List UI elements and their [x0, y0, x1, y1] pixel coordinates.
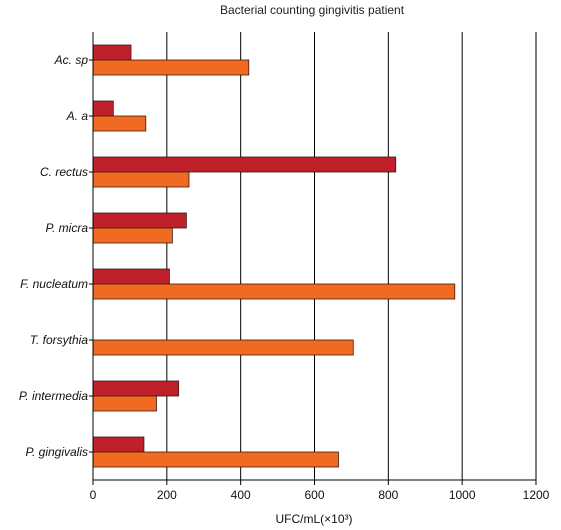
category-label: P. gingivalis — [26, 445, 88, 459]
x-tick-label: 200 — [157, 488, 177, 502]
grid-lines — [166, 32, 537, 480]
category-label: F. nucleatum — [20, 277, 88, 291]
x-tick-label: 1000 — [449, 488, 476, 502]
category-label: P. micra — [46, 221, 89, 235]
x-tick-label: 400 — [231, 488, 251, 502]
x-tick-label: 600 — [304, 488, 324, 502]
bar-series-1-8 — [92, 436, 145, 453]
chart-title: Bacterial counting gingivitis patient — [220, 3, 405, 17]
bar-series-1-4 — [92, 212, 187, 229]
bar-series-2-4 — [92, 227, 173, 244]
bar-series-2-7 — [92, 395, 157, 412]
bar-series-1-2 — [92, 100, 114, 117]
x-tick-label: 800 — [378, 488, 398, 502]
bar-series-1-5 — [92, 268, 170, 285]
bar-series-2-5 — [92, 283, 456, 300]
bar-series-1-7 — [92, 380, 180, 397]
category-labels: Ac. sp A. a C. rectus P. micra F. nucleatum T… — [19, 53, 88, 459]
bars — [92, 44, 456, 468]
category-label: P. intermedia — [19, 389, 88, 403]
category-label: C. rectus — [40, 165, 88, 179]
category-label: T. forsythia — [30, 333, 89, 347]
x-axis-label: UFC/mL(×10³) — [275, 512, 352, 526]
category-label: Ac. sp — [54, 53, 89, 67]
bar-series-1-1 — [92, 44, 132, 61]
x-tick-label: 0 — [90, 488, 97, 502]
bar-series-2-3 — [92, 171, 190, 188]
bar-series-2-2 — [92, 115, 147, 132]
category-label: A. a — [66, 109, 89, 123]
bar-series-2-6 — [92, 339, 354, 356]
bar-series-1-3 — [92, 156, 397, 173]
bar-series-2-8 — [92, 451, 339, 468]
tick-labels: 0 200 400 600 800 1000 1200 — [90, 488, 550, 502]
bar-series-2-1 — [92, 59, 250, 76]
axes — [89, 32, 537, 485]
x-tick-label: 1200 — [523, 488, 550, 502]
